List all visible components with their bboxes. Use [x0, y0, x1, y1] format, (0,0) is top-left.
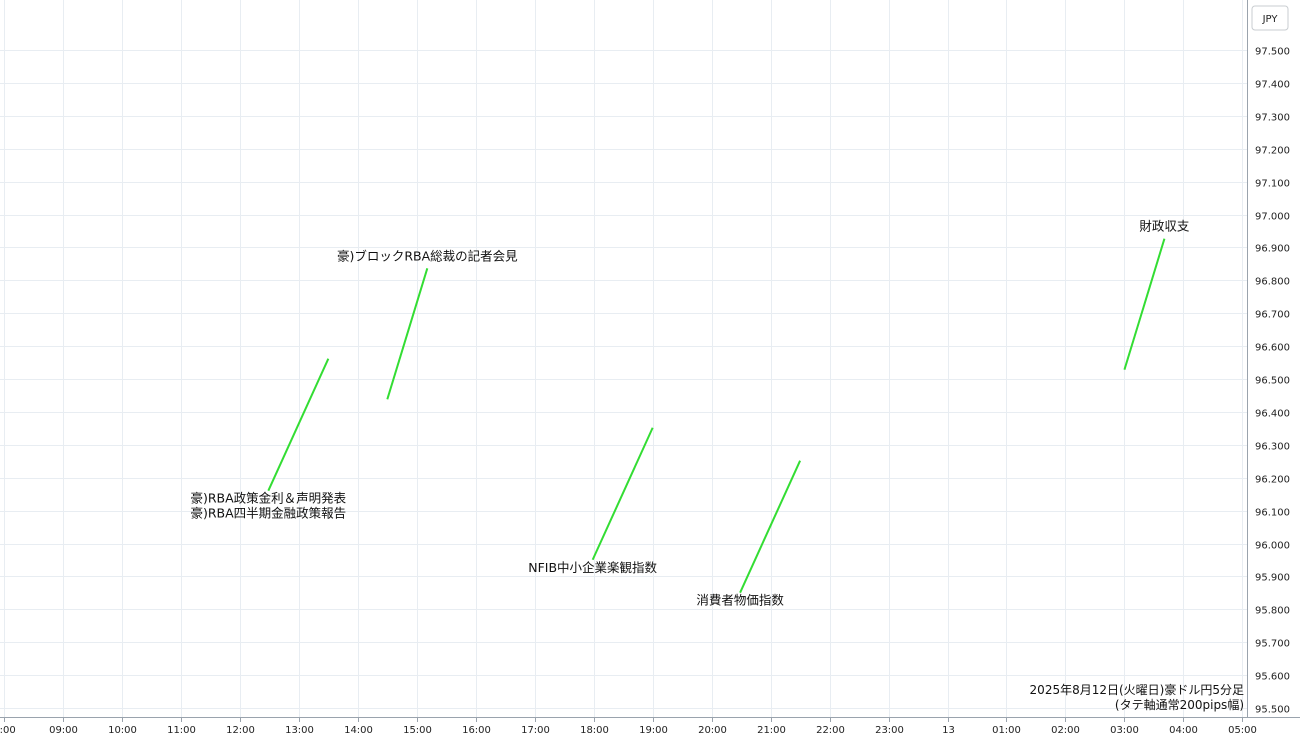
time-axis: 8:00 09:00 10:00 11:00 12:00 13:00 14:00 15:00 1… [0, 717, 1257, 736]
x-tick-label: 04:00 [1169, 725, 1198, 736]
annotation-label: 豪)RBA政策金利＆声明発表 [190, 491, 346, 506]
y-tick-label: 97.400 [1255, 80, 1290, 91]
x-tick-label: 8:00 [0, 725, 16, 736]
annotation-label: 財政収支 [1139, 219, 1190, 234]
y-tick-label: 95.900 [1255, 573, 1290, 584]
y-tick-label: 96.900 [1255, 244, 1290, 255]
caption-line-1: 2025年8月12日(火曜日)豪ドル円5分足 [1030, 682, 1244, 697]
annotation-label: 豪)ブロックRBA総裁の記者会見 [337, 248, 518, 263]
x-tick-label: 20:00 [698, 725, 727, 736]
x-tick-label: 21:00 [757, 725, 786, 736]
y-tick-label: 96.400 [1255, 409, 1290, 420]
y-tick-label: 96.000 [1255, 541, 1290, 552]
x-tick-label: 03:00 [1110, 725, 1139, 736]
x-tick-label: 10:00 [108, 725, 137, 736]
annotation-label: 消費者物価指数 [696, 593, 784, 608]
annotation-leaders [267, 238, 1166, 594]
x-tick-label: 22:00 [816, 725, 845, 736]
x-tick-label: 16:00 [462, 725, 491, 736]
x-tick-label: 13 [942, 725, 955, 736]
x-tick-label: 12:00 [226, 725, 255, 736]
y-tick-label: 96.100 [1255, 508, 1290, 519]
x-tick-label: 01:00 [992, 725, 1021, 736]
currency-text: JPY [1262, 14, 1279, 25]
x-tick-label: 15:00 [403, 725, 432, 736]
x-tick-label: 11:00 [167, 725, 196, 736]
x-tick-label: 14:00 [344, 725, 373, 736]
chart-caption: 2025年8月12日(火曜日)豪ドル円5分足 (タテ軸通常200pips幅) [1030, 682, 1244, 712]
y-tick-label: 97.100 [1255, 179, 1290, 190]
x-tick-label: 13:00 [285, 725, 314, 736]
annotation-leader-line [1123, 238, 1166, 371]
annotation-label: 豪)RBA四半期金融政策報告 [190, 506, 346, 521]
annotation-leader-line [386, 268, 429, 400]
y-tick-label: 96.500 [1255, 376, 1290, 387]
y-tick-label: 95.500 [1255, 705, 1290, 716]
y-tick-label: 97.500 [1255, 47, 1290, 58]
annotation-leader-line [739, 460, 802, 594]
x-tick-label: 05:00 [1228, 725, 1257, 736]
x-tick-label: 19:00 [639, 725, 668, 736]
price-axis: 97.500 97.400 97.300 97.200 97.100 97.000 96.9… [1255, 47, 1290, 716]
y-tick-label: 96.200 [1255, 475, 1290, 486]
y-tick-label: 97.000 [1255, 212, 1290, 223]
grid [0, 0, 1247, 717]
y-tick-label: 95.700 [1255, 639, 1290, 650]
currency-box [1251, 5, 1289, 31]
x-tick-label: 18:00 [580, 725, 609, 736]
y-tick-label: 96.300 [1255, 442, 1290, 453]
annotation-label: NFIB中小企業楽観指数 [528, 560, 657, 575]
y-tick-label: 95.800 [1255, 606, 1290, 617]
x-tick-label: 02:00 [1051, 725, 1080, 736]
x-tick-label: 23:00 [875, 725, 904, 736]
y-tick-label: 96.600 [1255, 343, 1290, 354]
currency-label: JPY [1251, 5, 1289, 31]
y-tick-label: 97.200 [1255, 146, 1290, 157]
caption-line-2: (タテ軸通常200pips幅) [1115, 697, 1244, 712]
y-tick-label: 97.300 [1255, 113, 1290, 124]
y-tick-label: 96.800 [1255, 277, 1290, 288]
annotation-leader-line [267, 358, 330, 492]
annotation-leader-line [591, 427, 654, 561]
y-tick-label: 96.700 [1255, 310, 1290, 321]
x-tick-label: 09:00 [49, 725, 78, 736]
y-tick-label: 95.600 [1255, 672, 1290, 683]
x-tick-label: 17:00 [521, 725, 550, 736]
